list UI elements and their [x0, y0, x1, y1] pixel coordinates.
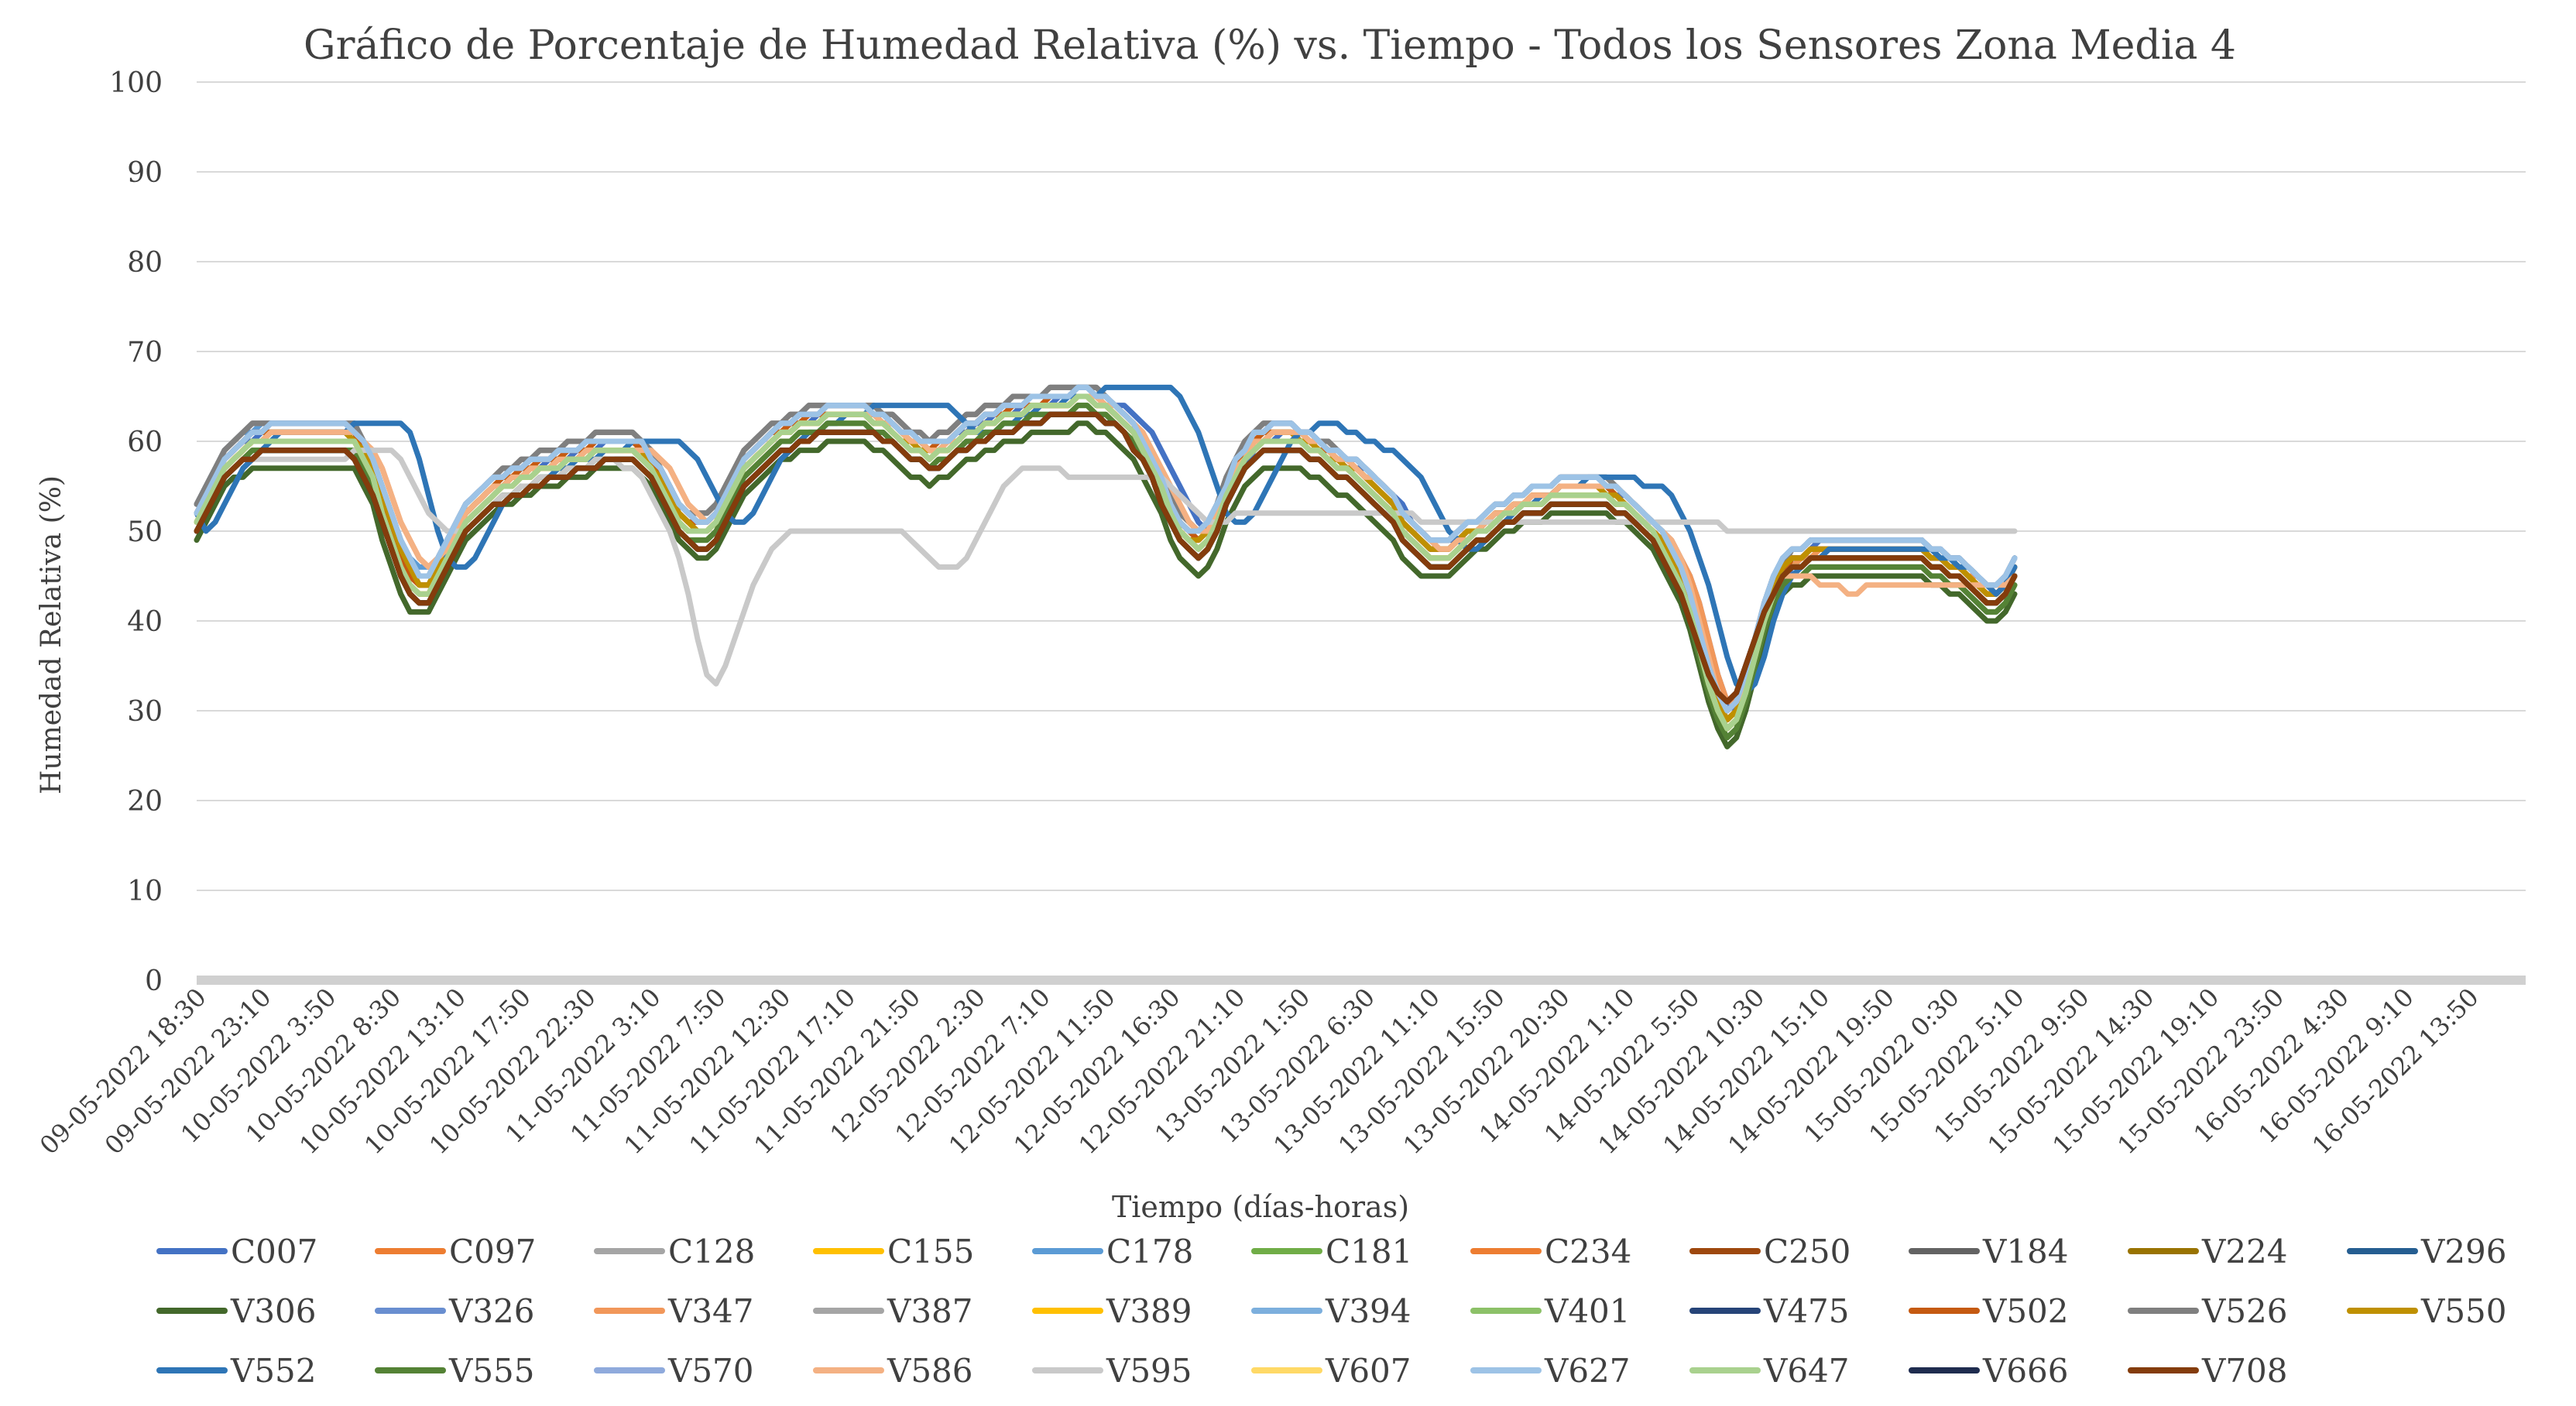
legend-label: V595	[1106, 1352, 1192, 1390]
legend-label: V552	[230, 1352, 317, 1390]
legend-item-V184: V184	[1909, 1233, 2069, 1271]
legend-label: C097	[449, 1233, 536, 1271]
series-line-V627	[194, 384, 2018, 714]
legend-item-V296: V296	[2347, 1233, 2507, 1271]
legend-label: V401	[1544, 1292, 1631, 1330]
legend-item-V627: V627	[1470, 1352, 1631, 1390]
y-tick-label: 100	[109, 67, 163, 99]
y-tick-label: 0	[145, 965, 163, 997]
legend-item-V401: V401	[1470, 1292, 1631, 1330]
legend-item-C250: C250	[1689, 1233, 1851, 1271]
legend-label: C007	[231, 1233, 317, 1271]
legend-label: V647	[1763, 1352, 1850, 1390]
legend-label: V306	[230, 1292, 317, 1330]
legend-item-V347: V347	[594, 1292, 754, 1330]
legend-item-V387: V387	[813, 1292, 973, 1330]
y-axis-ticks: 0 10 20 30 40 50 60 70 80 90 100	[109, 67, 163, 997]
legend-item-V552: V552	[156, 1352, 317, 1390]
legend-item-C155: C155	[813, 1233, 974, 1271]
y-tick-label: 80	[127, 247, 163, 279]
legend-label: V502	[1982, 1292, 2069, 1330]
y-tick-label: 30	[127, 696, 163, 728]
legend-label: C181	[1326, 1233, 1412, 1271]
legend-label: C178	[1106, 1233, 1193, 1271]
legend-item-V708: V708	[2128, 1352, 2288, 1390]
series-line-V595	[194, 448, 2018, 687]
series-lines	[194, 384, 2018, 749]
legend-label: C128	[668, 1233, 755, 1271]
y-tick-label: 20	[127, 786, 163, 818]
legend-item-V526: V526	[2128, 1292, 2288, 1330]
legend-label: V347	[667, 1292, 754, 1330]
legend-item-V550: V550	[2347, 1292, 2507, 1330]
legend-item-C097: C097	[375, 1233, 536, 1271]
legend-label: V475	[1763, 1292, 1850, 1330]
legend-label: V708	[2201, 1352, 2288, 1390]
legend-label: V184	[1982, 1233, 2069, 1271]
legend-item-V326: V326	[375, 1292, 535, 1330]
legend-label: V570	[667, 1352, 754, 1390]
legend-label: V607	[1325, 1352, 1411, 1390]
y-tick-label: 10	[127, 876, 163, 907]
legend-label: V526	[2201, 1292, 2288, 1330]
legend-label: V326	[448, 1292, 535, 1330]
legend-item-V607: V607	[1251, 1352, 1411, 1390]
legend-item-V224: V224	[2128, 1233, 2288, 1271]
legend-item-V666: V666	[1909, 1352, 2069, 1390]
legend-item-V595: V595	[1032, 1352, 1192, 1390]
y-axis-title: Humedad Relativa (%)	[36, 475, 67, 794]
legend-item-V475: V475	[1689, 1292, 1850, 1330]
legend-label: V550	[2420, 1292, 2507, 1330]
legend-item-C234: C234	[1470, 1233, 1631, 1271]
y-tick-label: 60	[127, 427, 163, 458]
legend-item-V555: V555	[375, 1352, 535, 1390]
legend-label: V389	[1106, 1292, 1192, 1330]
y-tick-label: 70	[127, 337, 163, 369]
legend-label: V394	[1325, 1292, 1411, 1330]
legend-item-C128: C128	[594, 1233, 755, 1271]
legend-label: V555	[448, 1352, 535, 1390]
legend-label: V387	[887, 1292, 973, 1330]
legend-item-V306: V306	[156, 1292, 317, 1330]
legend-item-C178: C178	[1032, 1233, 1193, 1271]
legend-item-C007: C007	[156, 1233, 317, 1271]
y-tick-label: 50	[127, 516, 163, 548]
legend-label: V627	[1544, 1352, 1631, 1390]
legend-item-V389: V389	[1032, 1292, 1192, 1330]
legend-label: V666	[1982, 1352, 2069, 1390]
legend-label: C234	[1545, 1233, 1631, 1271]
legend-label: C250	[1764, 1233, 1851, 1271]
series-line-V647	[194, 393, 2018, 732]
legend-item-V394: V394	[1251, 1292, 1411, 1330]
legend-label: C155	[887, 1233, 974, 1271]
legend-label: V296	[2420, 1233, 2507, 1271]
series-line-V708	[194, 411, 2018, 705]
legend-item-C181: C181	[1251, 1233, 1412, 1271]
legend-item-V570: V570	[594, 1352, 754, 1390]
x-axis-title: Tiempo (días-horas)	[1112, 1190, 1409, 1224]
y-tick-label: 40	[127, 606, 163, 638]
y-tick-label: 90	[127, 157, 163, 189]
chart-title: Gráfico de Porcentaje de Humedad Relativ…	[304, 22, 2236, 69]
legend-item-V502: V502	[1909, 1292, 2069, 1330]
series-line-V552	[194, 384, 2018, 696]
gridlines	[197, 81, 2526, 985]
legend-item-V586: V586	[813, 1352, 973, 1390]
legend-label: V586	[887, 1352, 973, 1390]
legend-label: V224	[2201, 1233, 2288, 1271]
legend: C007 C097 C128 C155 C178 C181 C234 C250 V184 V224…	[156, 1233, 2507, 1390]
legend-item-V647: V647	[1689, 1352, 1850, 1390]
